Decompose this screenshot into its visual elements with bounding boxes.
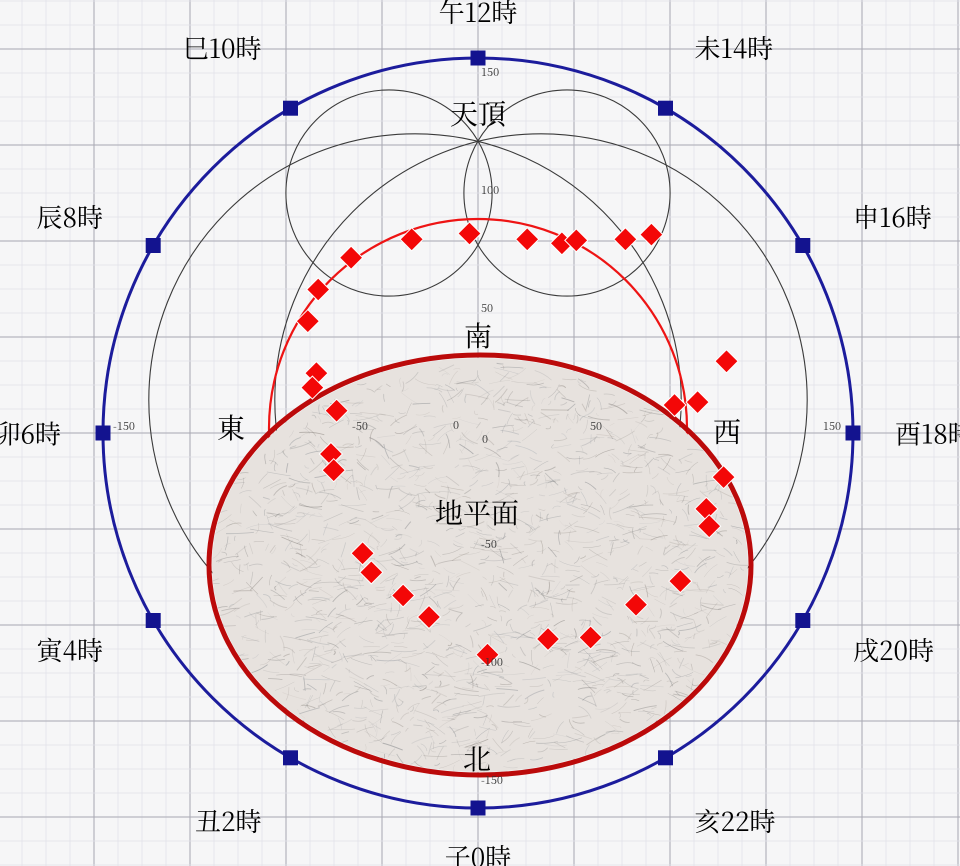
- svg-text:丑2時: 丑2時: [195, 802, 262, 839]
- svg-text:申16時: 申16時: [853, 198, 932, 235]
- svg-text:150: 150: [823, 418, 841, 434]
- svg-text:-150: -150: [113, 418, 135, 434]
- svg-text:未14時: 未14時: [695, 29, 774, 66]
- svg-text:辰8時: 辰8時: [36, 198, 103, 235]
- svg-text:南: 南: [464, 315, 492, 355]
- svg-text:-50: -50: [481, 536, 497, 552]
- svg-text:子0時: 子0時: [445, 838, 511, 866]
- svg-text:東: 東: [217, 407, 245, 447]
- svg-text:寅4時: 寅4時: [37, 631, 103, 668]
- svg-text:100: 100: [481, 182, 499, 198]
- svg-text:戌20時: 戌20時: [853, 631, 934, 668]
- svg-text:西: 西: [713, 411, 741, 451]
- svg-text:-50: -50: [352, 418, 368, 434]
- svg-text:亥22時: 亥22時: [695, 802, 776, 839]
- svg-text:卯6時: 卯6時: [0, 415, 61, 452]
- svg-text:巳10時: 巳10時: [183, 29, 262, 66]
- svg-text:午12時: 午12時: [439, 0, 518, 30]
- svg-text:50: 50: [590, 418, 602, 434]
- svg-text:北: 北: [463, 738, 491, 778]
- svg-text:酉18時: 酉18時: [895, 415, 960, 452]
- svg-text:天頂: 天頂: [450, 93, 506, 133]
- svg-text:0: 0: [482, 431, 488, 447]
- svg-text:-100: -100: [481, 654, 503, 670]
- svg-text:50: 50: [481, 300, 493, 316]
- svg-text:0: 0: [453, 417, 459, 433]
- svg-text:地平面: 地平面: [435, 492, 519, 532]
- svg-text:150: 150: [481, 64, 499, 80]
